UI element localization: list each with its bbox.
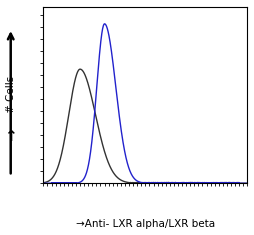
Text: ↑: ↑ [4, 129, 17, 144]
Text: # Cells: # Cells [6, 75, 16, 113]
Text: →Anti- LXR alpha/LXR beta: →Anti- LXR alpha/LXR beta [75, 219, 214, 229]
